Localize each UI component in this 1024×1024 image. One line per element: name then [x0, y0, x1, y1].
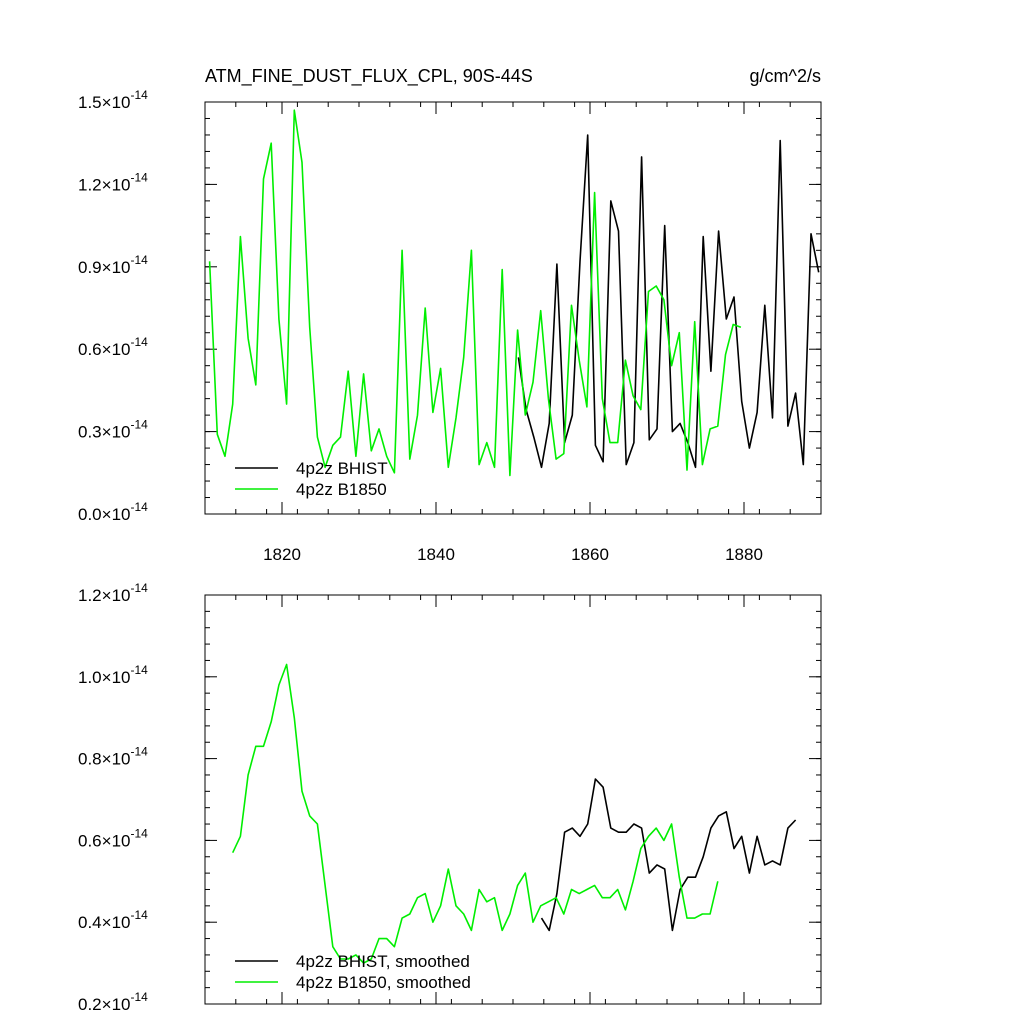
y-tick-label: 0.4×10-14 [78, 908, 148, 932]
x-tick-label: 1840 [417, 545, 455, 564]
series-line-bhist [517, 134, 820, 469]
x-tick-label: 1860 [571, 545, 609, 564]
y-tick-label: 0.3×10-14 [78, 418, 148, 442]
y-tick-label: 0.9×10-14 [78, 253, 148, 277]
chart-title: ATM_FINE_DUST_FLUX_CPL, 90S-44S [205, 66, 533, 87]
chart-top: 1820 1840 1860 1880 0.0×10-14 0.3×10-14 0.6×10… [78, 66, 822, 564]
x-tick-label: 1820 [263, 545, 301, 564]
y-tick-label: 1.5×10-14 [78, 88, 148, 112]
y-tick-label: 0.6×10-14 [78, 826, 148, 850]
series-line-b1850 [231, 663, 719, 964]
y-tick-label: 0.8×10-14 [78, 745, 148, 769]
legend-label: 4p2z BHIST [296, 459, 388, 478]
legend-label: 4p2z B1850, smoothed [296, 973, 471, 992]
y-tick-label: 1.0×10-14 [78, 663, 148, 687]
plot-frame [204, 594, 822, 1005]
plot-frame [204, 101, 822, 515]
series-line-bhist [540, 778, 797, 932]
units-label: g/cm^2/s [750, 66, 821, 86]
legend-label: 4p2z B1850 [296, 480, 387, 499]
series-line-b1850 [208, 109, 742, 477]
y-tick-label: 0.2×10-14 [78, 990, 148, 1014]
legend-label: 4p2z BHIST, smoothed [296, 952, 470, 971]
chart-bottom: 0.2×10-14 0.4×10-14 0.6×10-14 0.8×10-14 1.0×… [78, 581, 822, 1014]
y-tick-label: 0.0×10-14 [78, 500, 148, 524]
y-tick-label: 1.2×10-14 [78, 581, 148, 605]
y-tick-label: 1.2×10-14 [78, 170, 148, 194]
y-tick-label: 0.6×10-14 [78, 335, 148, 359]
x-tick-label: 1880 [725, 545, 763, 564]
